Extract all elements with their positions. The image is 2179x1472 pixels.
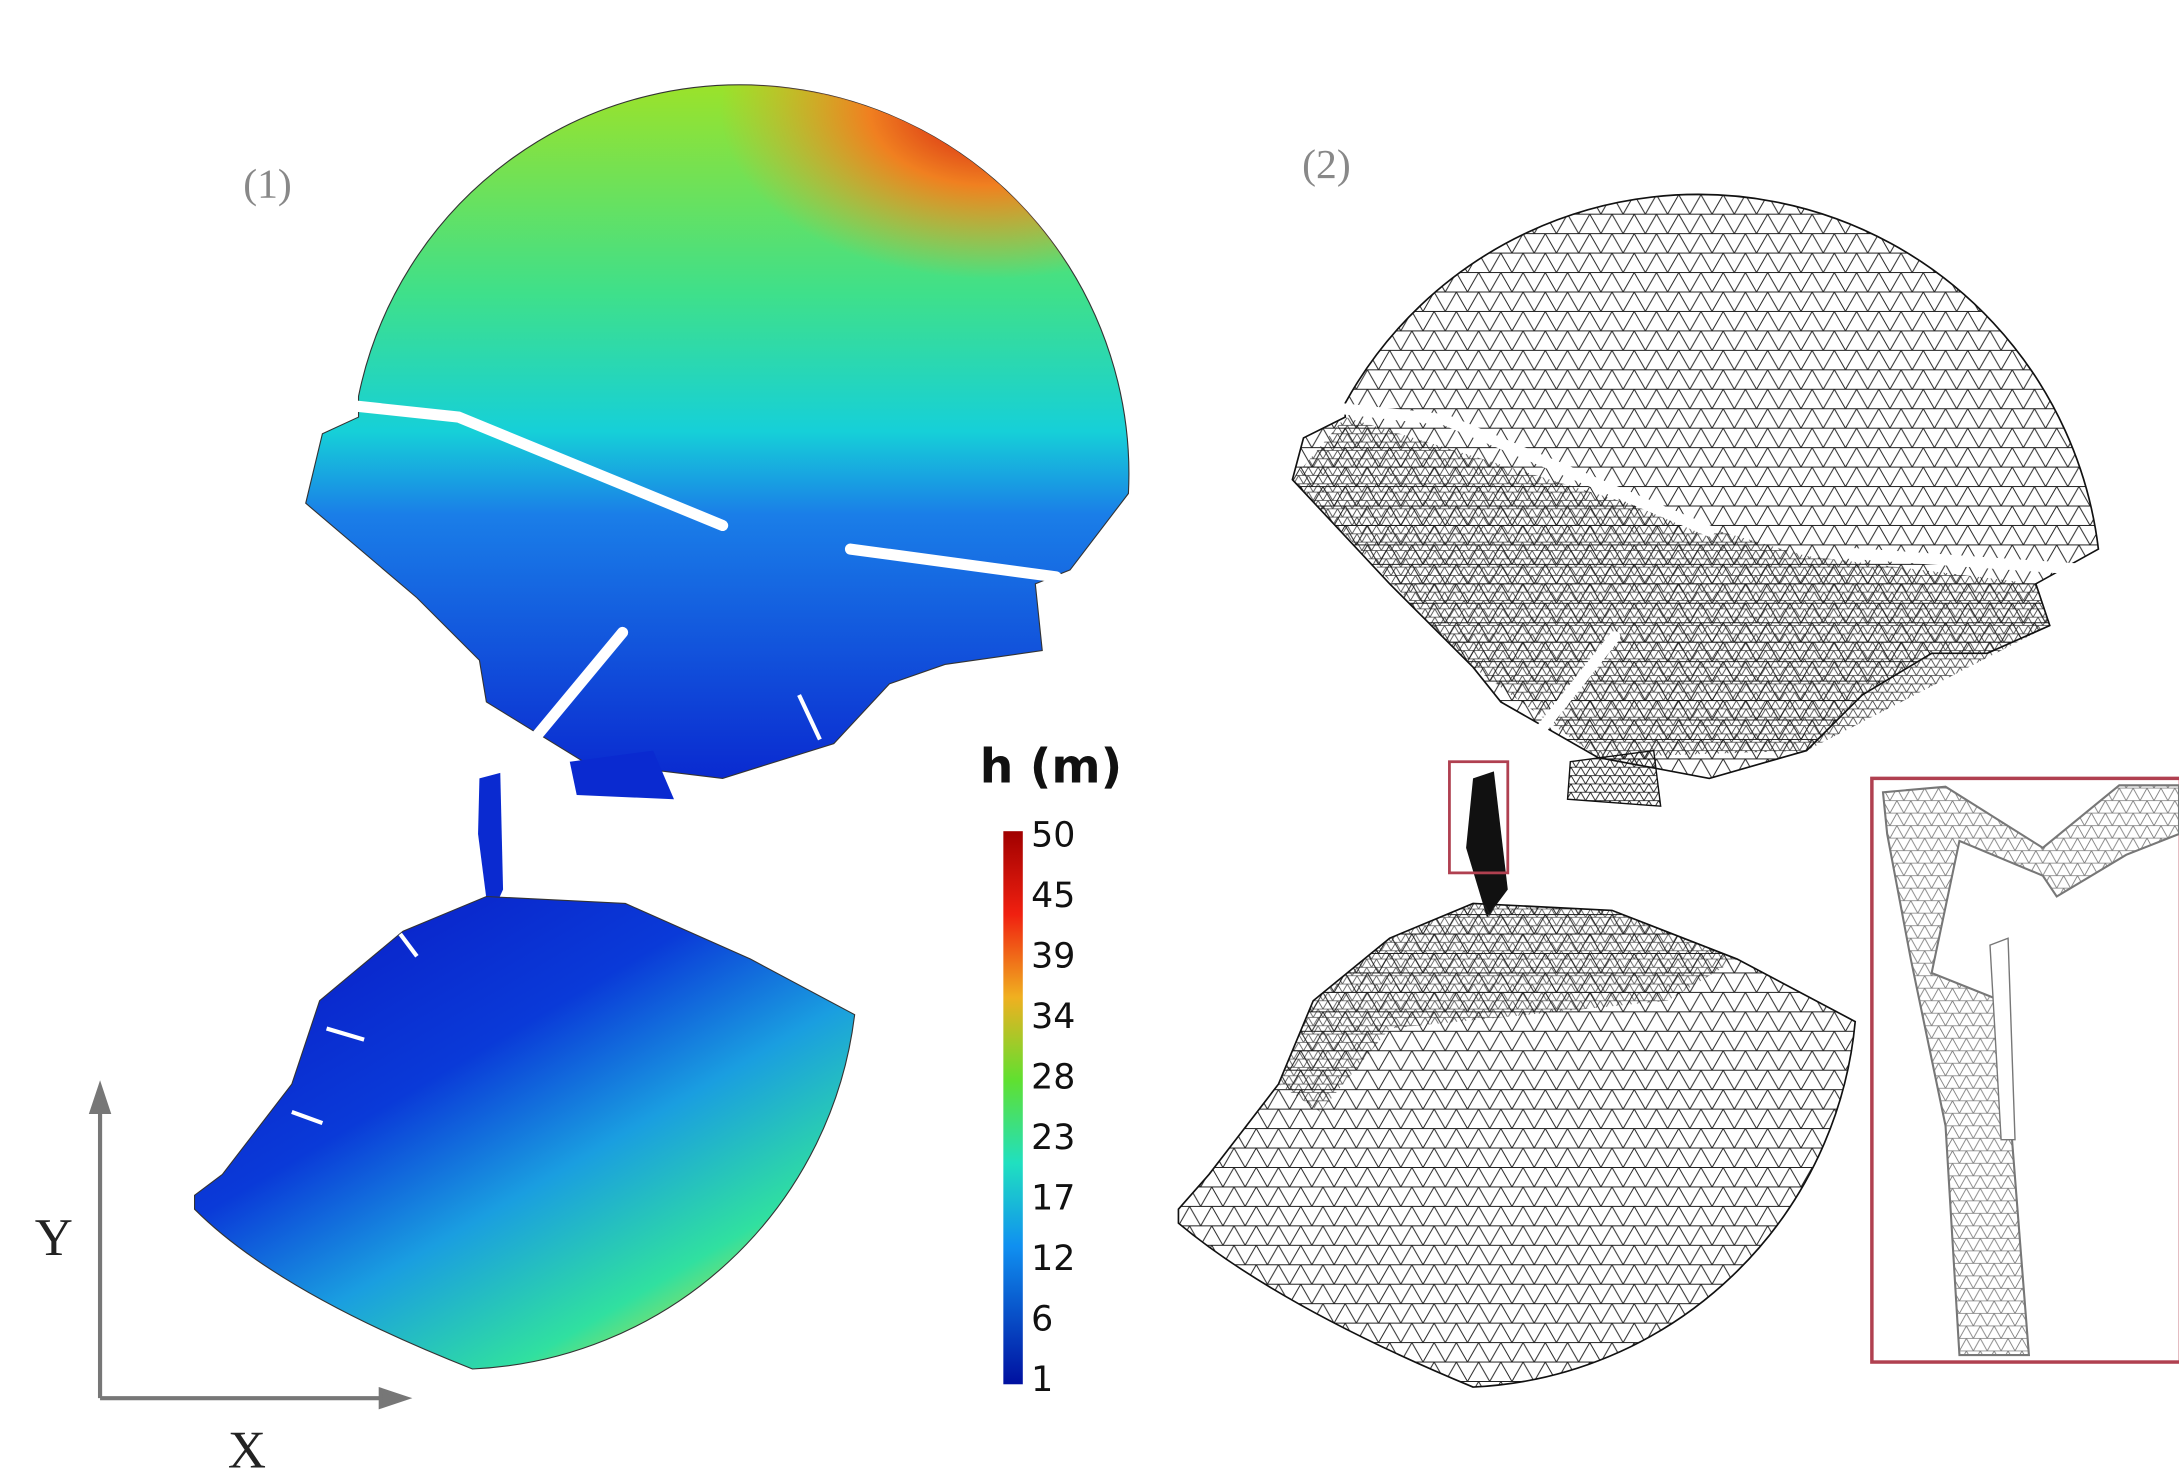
colorbar-ticks: 50 45 39 34 28 23 17 12 6 1 [1031,815,1075,1400]
inset [1870,776,2179,1364]
colorbar-tick-label: 39 [1031,937,1075,977]
colorbar-tick-label: 12 [1031,1239,1075,1279]
breakwaters [1336,403,2098,777]
dense-mesh [1292,417,2050,758]
colorbar-title: h (m) [980,740,1122,795]
x-axis-label: X [228,1422,266,1472]
colorbar [1003,831,1023,1385]
zoom-box [1448,760,1510,875]
depth-map [193,84,1130,1370]
axes [88,1080,413,1410]
colorbar-tick-label: 1 [1031,1360,1053,1400]
channel-mesh [1466,771,1508,918]
bottom-basin [193,895,856,1370]
colorbar-tick-label: 28 [1031,1058,1075,1098]
piers [291,694,822,1125]
panel-label: (2) [1302,142,1351,188]
channel [478,772,504,921]
y-axis-label: Y [35,1209,73,1267]
breakwaters [348,400,1062,777]
deep-zone [358,84,1129,570]
colorbar-tick-label: 50 [1031,815,1075,855]
dense-mesh [1278,903,1738,1112]
small-basin [569,750,674,800]
mesh-map [1177,193,2179,1388]
colorbar-tick-label: 17 [1031,1179,1075,1219]
small-mesh [1566,749,1662,807]
colorbar-tick-label: 23 [1031,1118,1075,1158]
panel-label: (1) [243,162,292,208]
colorbar-tick-label: 45 [1031,876,1075,916]
colorbar-tick-label: 6 [1031,1300,1053,1340]
colorbar-tick-label: 34 [1031,997,1075,1037]
